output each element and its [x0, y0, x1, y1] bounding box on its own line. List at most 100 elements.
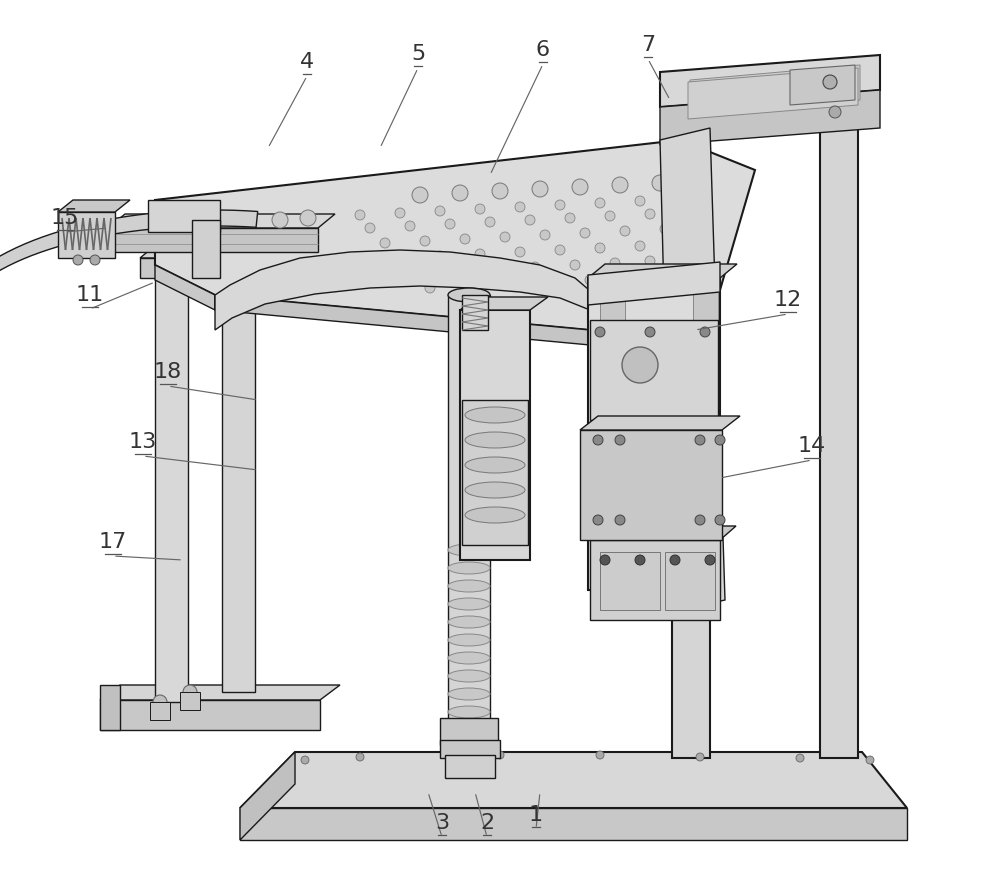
Polygon shape	[590, 526, 736, 540]
Ellipse shape	[448, 616, 490, 628]
Polygon shape	[215, 250, 605, 330]
Polygon shape	[108, 214, 335, 228]
Ellipse shape	[448, 544, 490, 556]
Circle shape	[695, 435, 705, 445]
FancyBboxPatch shape	[180, 691, 200, 710]
Ellipse shape	[448, 580, 490, 592]
Circle shape	[365, 223, 375, 233]
Circle shape	[600, 555, 610, 565]
Circle shape	[490, 264, 500, 274]
Polygon shape	[820, 90, 858, 758]
FancyBboxPatch shape	[150, 702, 170, 721]
Circle shape	[700, 327, 710, 337]
Polygon shape	[108, 228, 318, 252]
Circle shape	[670, 239, 680, 249]
Circle shape	[612, 177, 628, 193]
Polygon shape	[440, 740, 500, 758]
Circle shape	[615, 515, 625, 525]
Polygon shape	[660, 128, 725, 612]
Circle shape	[670, 555, 680, 565]
Polygon shape	[660, 90, 880, 145]
Circle shape	[355, 210, 365, 220]
Circle shape	[565, 213, 575, 223]
Polygon shape	[580, 430, 722, 540]
Circle shape	[183, 685, 197, 699]
Text: 13: 13	[129, 432, 157, 452]
Circle shape	[450, 266, 460, 276]
Polygon shape	[100, 685, 340, 700]
Circle shape	[645, 209, 655, 219]
Circle shape	[460, 234, 470, 244]
Circle shape	[425, 283, 435, 293]
Polygon shape	[192, 220, 220, 278]
Circle shape	[410, 268, 420, 278]
Circle shape	[73, 255, 83, 265]
Polygon shape	[462, 400, 528, 545]
Circle shape	[595, 327, 605, 337]
Circle shape	[715, 515, 725, 525]
Polygon shape	[820, 76, 876, 90]
Circle shape	[356, 753, 364, 761]
Circle shape	[695, 222, 705, 232]
Circle shape	[620, 226, 630, 236]
Polygon shape	[155, 140, 755, 330]
Ellipse shape	[465, 457, 525, 473]
Circle shape	[380, 238, 390, 248]
Ellipse shape	[448, 634, 490, 646]
Circle shape	[572, 179, 588, 195]
Polygon shape	[445, 755, 495, 778]
Polygon shape	[590, 320, 718, 420]
Polygon shape	[790, 65, 855, 105]
Polygon shape	[460, 310, 530, 560]
Ellipse shape	[465, 432, 525, 448]
Circle shape	[645, 327, 655, 337]
Circle shape	[395, 253, 405, 263]
Circle shape	[705, 555, 715, 565]
Polygon shape	[580, 416, 740, 430]
Ellipse shape	[465, 482, 525, 498]
Text: 7: 7	[641, 35, 655, 55]
Circle shape	[475, 204, 485, 214]
Circle shape	[420, 236, 430, 246]
Circle shape	[796, 754, 804, 762]
Text: 18: 18	[154, 362, 182, 382]
Text: 11: 11	[76, 285, 104, 305]
Text: 14: 14	[798, 436, 826, 456]
Circle shape	[695, 515, 705, 525]
Circle shape	[492, 183, 508, 199]
Polygon shape	[588, 264, 737, 278]
Circle shape	[555, 245, 565, 255]
Circle shape	[635, 555, 645, 565]
Polygon shape	[240, 752, 907, 808]
Polygon shape	[222, 262, 255, 692]
Polygon shape	[100, 685, 120, 730]
Circle shape	[635, 241, 645, 251]
Circle shape	[595, 243, 605, 253]
Circle shape	[452, 185, 468, 201]
Text: 2: 2	[480, 813, 494, 833]
Circle shape	[635, 196, 645, 206]
Polygon shape	[440, 718, 498, 745]
Circle shape	[580, 228, 590, 238]
Ellipse shape	[448, 288, 490, 302]
Circle shape	[595, 198, 605, 208]
Polygon shape	[140, 244, 312, 258]
Circle shape	[692, 173, 708, 189]
Polygon shape	[590, 540, 720, 620]
Circle shape	[496, 751, 504, 759]
Text: 1: 1	[529, 805, 543, 825]
Polygon shape	[588, 262, 720, 305]
Polygon shape	[660, 55, 880, 107]
Circle shape	[405, 221, 415, 231]
Text: 4: 4	[300, 52, 314, 72]
Circle shape	[645, 256, 655, 266]
Ellipse shape	[448, 670, 490, 682]
Text: 15: 15	[51, 208, 79, 228]
Circle shape	[615, 435, 625, 445]
Polygon shape	[155, 265, 215, 310]
Circle shape	[593, 435, 603, 445]
Circle shape	[827, 74, 843, 90]
Polygon shape	[0, 210, 258, 330]
Polygon shape	[148, 200, 220, 232]
Circle shape	[696, 753, 704, 761]
